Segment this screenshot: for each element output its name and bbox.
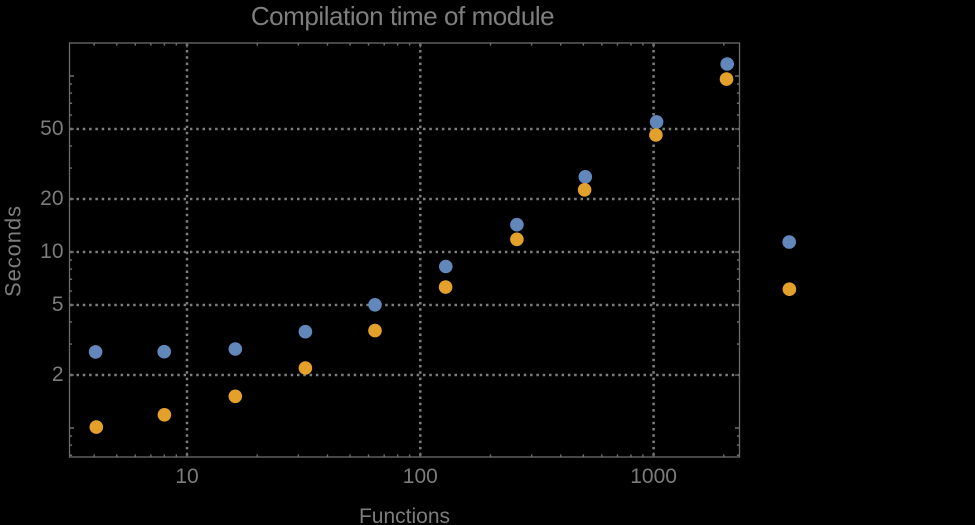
- svg-text:100: 100: [403, 465, 438, 488]
- svg-text:1000: 1000: [630, 465, 677, 488]
- svg-text:10: 10: [40, 240, 63, 263]
- svg-text:Seconds: Seconds: [1, 205, 26, 297]
- svg-text:10: 10: [175, 465, 198, 488]
- svg-text:2: 2: [52, 363, 64, 386]
- svg-text:50: 50: [40, 117, 63, 140]
- svg-text:Compilation time of module: Compilation time of module: [251, 1, 554, 31]
- svg-text:Functions: Functions: [359, 505, 450, 525]
- svg-text:20: 20: [40, 187, 63, 210]
- svg-text:5: 5: [52, 293, 64, 316]
